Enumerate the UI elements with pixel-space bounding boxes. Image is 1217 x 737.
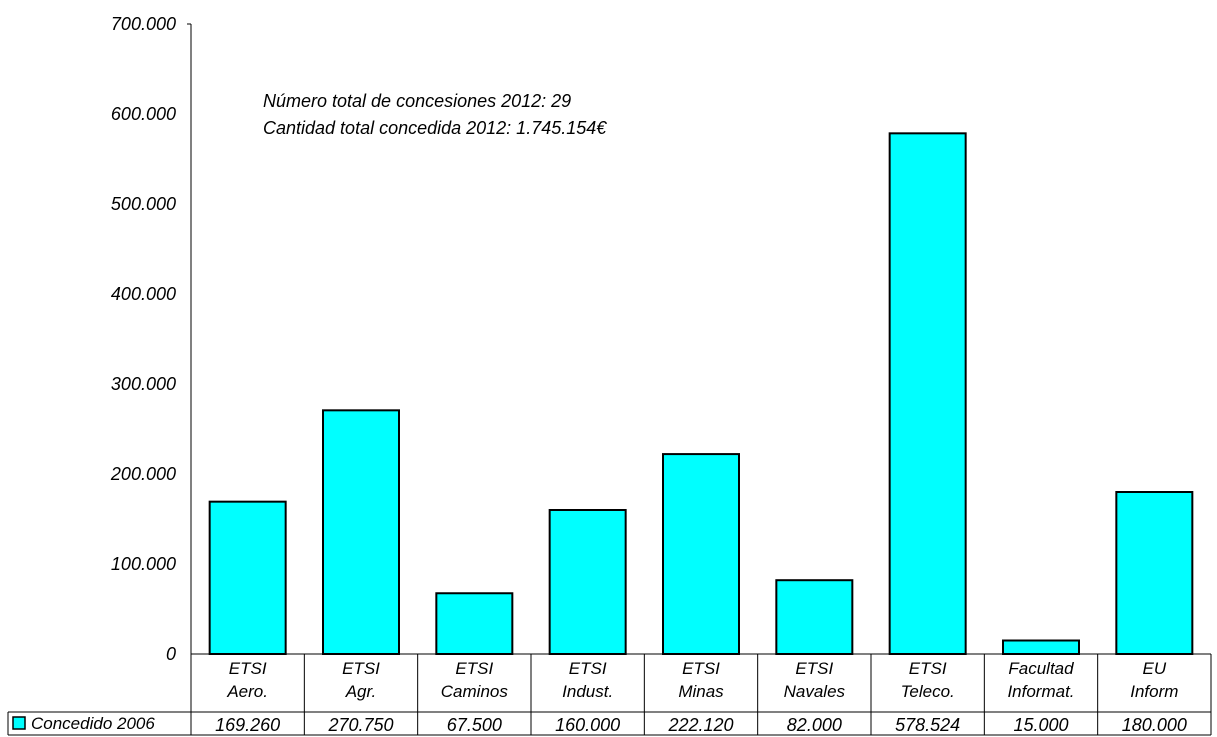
- x-tick-label: Teleco.: [901, 682, 955, 701]
- data-value-label: 67.500: [447, 715, 502, 735]
- bar: [548, 509, 627, 655]
- x-tick-label: ETSI: [682, 659, 720, 678]
- y-tick-label: 600.000: [111, 104, 176, 124]
- data-value-label: 578.524: [895, 715, 960, 735]
- x-tick-label: ETSI: [795, 659, 833, 678]
- x-tick-label: ETSI: [229, 659, 267, 678]
- data-value-label: 169.260: [215, 715, 280, 735]
- data-value-label: 222.120: [667, 715, 733, 735]
- y-tick-label: 200.000: [110, 464, 176, 484]
- data-value-label: 270.750: [327, 715, 393, 735]
- y-axis-ticks: 0 100.000 200.000 300.000 400.000 500.000 600.…: [110, 14, 176, 664]
- annotation-total-concesiones: Número total de concesiones 2012: 29: [263, 91, 571, 111]
- x-tick-label: Indust.: [562, 682, 613, 701]
- x-tick-label: Aero.: [226, 682, 268, 701]
- x-tick-label: Inform: [1130, 682, 1178, 701]
- data-value-label: 160.000: [555, 715, 620, 735]
- x-tick-label: Agr.: [345, 682, 377, 701]
- axes: [187, 23, 1211, 655]
- y-tick-label: 0: [166, 644, 176, 664]
- bar: [662, 453, 740, 656]
- x-tick-label: ETSI: [909, 659, 947, 678]
- x-tick-label: Caminos: [441, 682, 509, 701]
- bar: [1115, 491, 1194, 655]
- x-tick-label: ETSI: [569, 659, 607, 678]
- x-tick-label: Informat.: [1007, 682, 1074, 701]
- bar: [322, 409, 400, 656]
- bar: [775, 579, 854, 656]
- y-tick-label: 500.000: [111, 194, 176, 214]
- annotation-cantidad-total: Cantidad total concedida 2012: 1.745.154…: [263, 118, 607, 138]
- bar: [208, 500, 287, 655]
- data-value-label: 82.000: [787, 715, 842, 735]
- bar: [435, 592, 514, 655]
- bar: [888, 132, 967, 655]
- y-tick-label: 400.000: [111, 284, 176, 304]
- y-tick-label: 100.000: [111, 554, 176, 574]
- x-tick-label: ETSI: [455, 659, 493, 678]
- chart-annotations: Número total de concesiones 2012: 29 Can…: [263, 91, 607, 138]
- y-tick-label: 300.000: [111, 374, 176, 394]
- data-value-label: 15.000: [1013, 715, 1068, 735]
- bar: [1002, 639, 1080, 655]
- legend-label: Concedido 2006: [31, 714, 155, 733]
- bars: [208, 132, 1194, 656]
- legend-swatch: [12, 716, 26, 730]
- x-tick-label: Facultad: [1008, 659, 1074, 678]
- data-table: ETSI Aero. ETSI Agr. ETSI Caminos ETSI Indust. E…: [7, 654, 1212, 736]
- x-tick-label: ETSI: [342, 659, 380, 678]
- x-tick-label: Minas: [678, 682, 724, 701]
- data-value-label: 180.000: [1122, 715, 1187, 735]
- x-tick-label: Navales: [784, 682, 846, 701]
- x-tick-label: EU: [1143, 659, 1167, 678]
- y-tick-label: 700.000: [111, 14, 176, 34]
